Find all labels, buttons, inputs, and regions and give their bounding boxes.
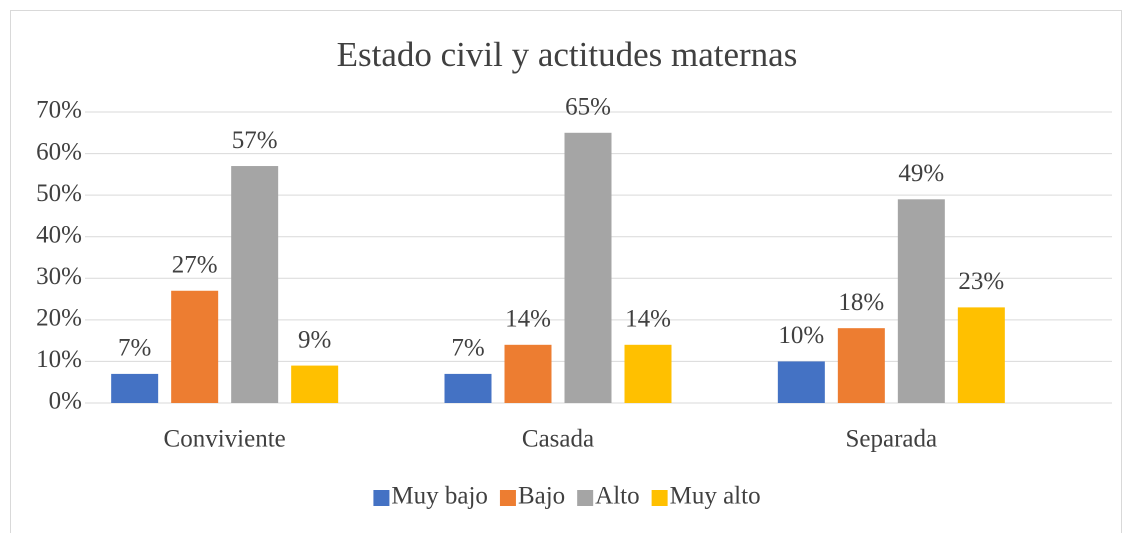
y-tick-label: 30% xyxy=(36,263,82,290)
legend-swatch xyxy=(499,490,516,506)
bar xyxy=(111,373,159,403)
y-tick-label: 20% xyxy=(36,305,82,332)
chart-title: Estado civil y actitudes maternas xyxy=(337,35,798,74)
bar xyxy=(897,199,945,403)
value-label: 7% xyxy=(451,335,484,362)
bar xyxy=(624,344,672,403)
legend-label: Muy bajo xyxy=(391,483,488,510)
legend-swatch xyxy=(651,490,668,506)
x-tick-label: Separada xyxy=(846,426,938,453)
value-label: 14% xyxy=(505,306,551,333)
y-tick-label: 40% xyxy=(36,221,82,248)
x-tick-label: Casada xyxy=(522,426,594,453)
value-label: 18% xyxy=(838,289,884,316)
value-label: 14% xyxy=(625,306,671,333)
y-tick-label: 70% xyxy=(36,97,82,124)
y-tick-label: 10% xyxy=(36,346,82,373)
y-tick-label: 50% xyxy=(36,180,82,207)
bar xyxy=(231,166,279,403)
legend-label: Alto xyxy=(595,483,639,510)
y-tick-label: 60% xyxy=(36,138,82,165)
bar xyxy=(777,361,825,403)
legend-swatch xyxy=(577,490,594,506)
y-tick-label: 0% xyxy=(49,388,82,415)
value-label: 57% xyxy=(232,127,278,154)
value-label: 23% xyxy=(958,268,1004,295)
value-label: 10% xyxy=(778,322,824,349)
legend-label: Bajo xyxy=(518,483,565,510)
legend-label: Muy alto xyxy=(670,483,761,510)
bar xyxy=(504,344,552,403)
bar xyxy=(564,132,612,404)
value-label: 7% xyxy=(118,335,151,362)
bar xyxy=(837,328,885,403)
bar xyxy=(171,290,219,403)
value-label: 65% xyxy=(565,94,611,121)
bar xyxy=(444,373,492,403)
value-label: 27% xyxy=(172,251,218,278)
legend-swatch xyxy=(373,490,390,506)
value-label: 9% xyxy=(298,326,331,353)
bar xyxy=(291,365,339,403)
bar xyxy=(957,307,1005,403)
x-tick-label: Conviviente xyxy=(164,426,286,453)
value-label: 49% xyxy=(898,160,944,187)
